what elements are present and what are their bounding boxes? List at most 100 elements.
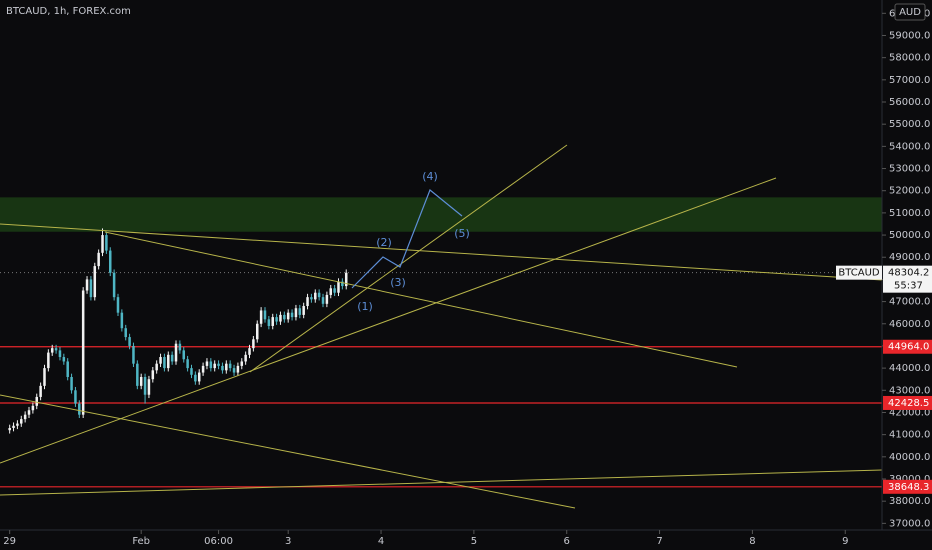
candle-body bbox=[279, 314, 282, 322]
candle-body bbox=[290, 312, 294, 318]
candle-body bbox=[23, 414, 27, 420]
candle-body bbox=[16, 423, 19, 426]
candle-body bbox=[232, 368, 236, 373]
candle-body bbox=[170, 354, 174, 362]
trend-line bbox=[249, 144, 568, 373]
candle-body bbox=[275, 317, 278, 322]
candle-body bbox=[267, 319, 271, 326]
candle-body bbox=[341, 281, 344, 287]
y-tick-label: 41000.0 bbox=[889, 430, 930, 441]
candle-body bbox=[310, 297, 313, 300]
target-zone bbox=[0, 197, 882, 232]
candle-body bbox=[12, 425, 15, 428]
candle-body bbox=[27, 410, 31, 415]
wave-label: (3) bbox=[390, 276, 406, 289]
candle-body bbox=[116, 297, 120, 313]
candle-body bbox=[35, 396, 39, 406]
candle-body bbox=[344, 272, 348, 287]
candle-body bbox=[329, 288, 333, 295]
zone-layer bbox=[0, 197, 882, 232]
y-tick-label: 47000.0 bbox=[889, 297, 930, 308]
x-tick-label: 29 bbox=[3, 536, 16, 547]
candle-body bbox=[209, 361, 213, 369]
trend-line bbox=[0, 469, 883, 496]
y-tick-label: 56000.0 bbox=[889, 97, 930, 108]
candle-body bbox=[190, 368, 193, 375]
candle-body bbox=[39, 385, 42, 397]
candle-body bbox=[101, 235, 104, 253]
price-tag-label: 42428.5 bbox=[888, 398, 929, 409]
candle-body bbox=[263, 310, 267, 320]
candle-body bbox=[93, 266, 97, 298]
candle-body bbox=[151, 370, 155, 380]
candle-body bbox=[89, 279, 93, 298]
x-tick-label: Feb bbox=[132, 536, 150, 547]
y-tick-label: 50000.0 bbox=[889, 230, 930, 241]
candle-body bbox=[167, 354, 170, 369]
candle-body bbox=[136, 363, 139, 386]
candle-body bbox=[147, 379, 151, 395]
candle-body bbox=[244, 354, 247, 362]
y-tick-label: 55000.0 bbox=[889, 119, 930, 130]
candle-body bbox=[155, 363, 158, 371]
candle-body bbox=[306, 297, 309, 307]
candle-body bbox=[201, 365, 205, 373]
candle-body bbox=[325, 294, 329, 304]
candle-body bbox=[213, 363, 216, 369]
candle-body bbox=[97, 252, 100, 267]
x-tick-label: 06:00 bbox=[204, 536, 233, 547]
trend-line bbox=[0, 177, 777, 464]
price-tag bbox=[883, 339, 932, 354]
candle-body bbox=[248, 348, 251, 355]
candle-body bbox=[81, 290, 85, 415]
candle-body bbox=[47, 352, 50, 369]
wave-label: (5) bbox=[454, 227, 470, 240]
price-tag bbox=[883, 479, 932, 494]
y-tick-label: 59000.0 bbox=[889, 30, 930, 41]
y-tick-label: 37000.0 bbox=[889, 518, 930, 529]
y-tick-label: 42000.0 bbox=[889, 407, 930, 418]
y-tick-label: 53000.0 bbox=[889, 164, 930, 175]
drawings bbox=[0, 144, 883, 509]
candle-body bbox=[159, 357, 162, 364]
wave-label: (1) bbox=[357, 300, 373, 313]
candle-body bbox=[85, 279, 89, 291]
candle-body bbox=[112, 272, 116, 298]
candle-body bbox=[74, 390, 77, 404]
candle-body bbox=[54, 348, 58, 351]
last-price-label: 48304.2 bbox=[888, 268, 929, 279]
candle-body bbox=[50, 348, 54, 353]
x-tick-label: 3 bbox=[285, 536, 291, 547]
x-tick-label: 9 bbox=[842, 536, 848, 547]
price-tag bbox=[883, 395, 932, 410]
candle-body bbox=[31, 405, 35, 411]
wave-label: (4) bbox=[422, 170, 438, 183]
candle-body bbox=[217, 363, 220, 366]
candle-body bbox=[105, 235, 108, 251]
currency[interactable]: AUD bbox=[899, 7, 921, 18]
price-tag-label: 44964.0 bbox=[888, 342, 929, 353]
candle-body bbox=[225, 363, 228, 371]
candle-body bbox=[337, 281, 340, 293]
candle-body bbox=[321, 297, 325, 304]
x-tick-label: 8 bbox=[749, 536, 755, 547]
candle-body bbox=[314, 292, 317, 300]
candle-body bbox=[333, 288, 336, 293]
y-tick-label: 58000.0 bbox=[889, 53, 930, 64]
candle-body bbox=[182, 350, 186, 360]
candle-layer bbox=[8, 228, 348, 434]
candle-body bbox=[259, 310, 263, 324]
y-tick-label: 40000.0 bbox=[889, 452, 930, 463]
candle-body bbox=[163, 357, 166, 369]
candle-body bbox=[236, 365, 240, 373]
candle-body bbox=[271, 317, 274, 326]
x-tick-label: 4 bbox=[378, 536, 384, 547]
y-tick-label: 39000.0 bbox=[889, 474, 930, 485]
currency-box[interactable] bbox=[894, 3, 926, 21]
candle-body bbox=[294, 308, 298, 318]
candle-body bbox=[78, 403, 81, 415]
candle-body bbox=[178, 343, 182, 351]
y-tick-label: 46000.0 bbox=[889, 319, 930, 330]
